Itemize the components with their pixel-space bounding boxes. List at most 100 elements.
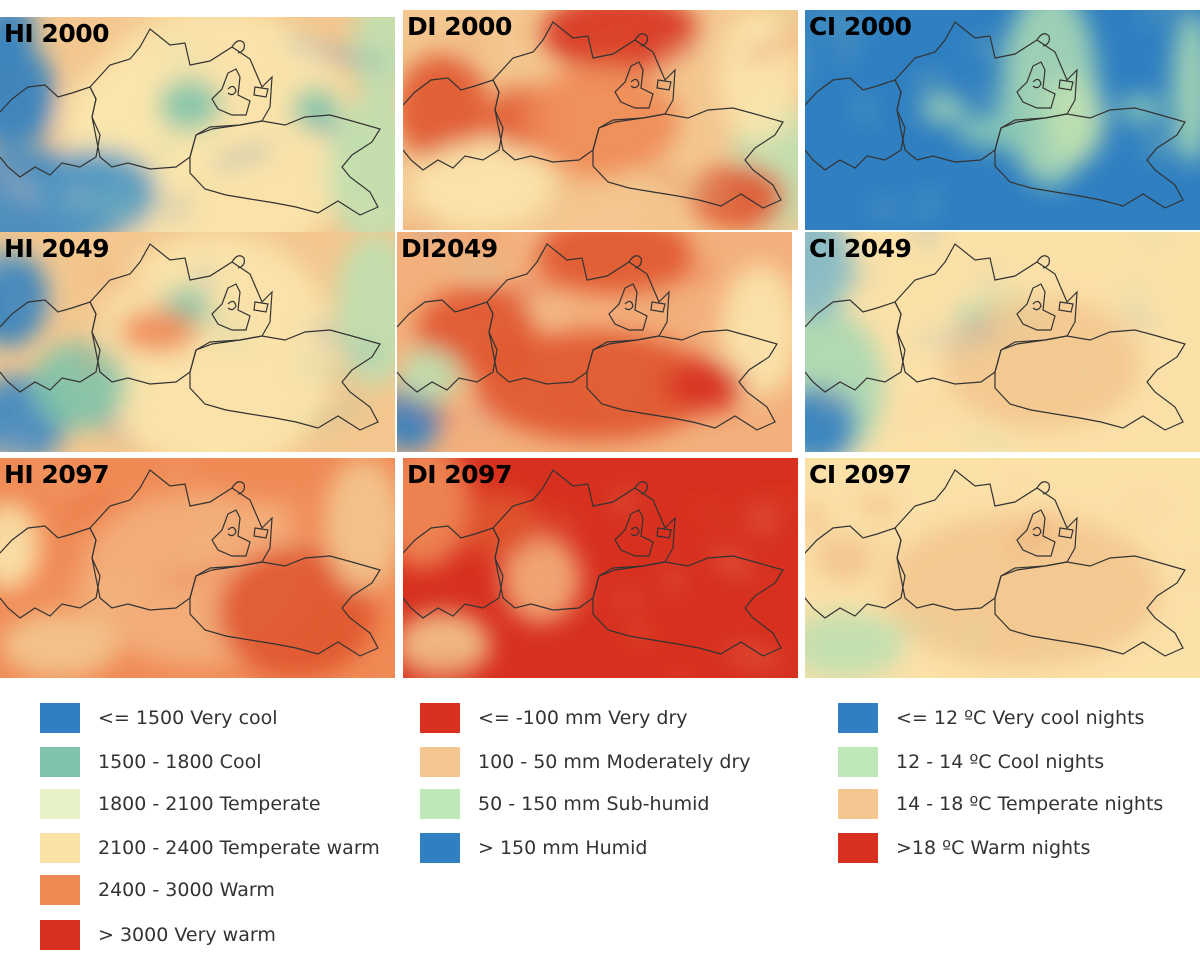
- region-boundary: [805, 299, 906, 393]
- map-texture-streak: [327, 46, 388, 70]
- map-texture-streak: [50, 585, 105, 609]
- map-texture-streak: [601, 24, 643, 44]
- legend-item: 2400 - 3000 Warm: [40, 875, 275, 905]
- map-texture-streak: [895, 398, 951, 420]
- map-texture-streak: [916, 77, 946, 87]
- panel-title-ci-2097: CI 2097: [809, 460, 912, 489]
- map-texture-streak: [1013, 473, 1023, 490]
- region-boundary: [994, 329, 1186, 431]
- map-texture-streak: [0, 169, 42, 205]
- map-texture-streak: [832, 553, 870, 589]
- region-boundary: [492, 469, 676, 611]
- map-shading: [805, 232, 1165, 452]
- map-texture-streak: [898, 620, 946, 637]
- map-shade-region: [335, 232, 395, 386]
- legend-label: 2100 - 2400 Temperate warm: [98, 837, 380, 859]
- region-boundary: [894, 21, 1078, 163]
- map-shade-region: [535, 232, 694, 294]
- map-raster-ci-2049: [805, 232, 1200, 452]
- map-shade-region: [720, 265, 792, 397]
- map-texture-streak: [466, 27, 476, 51]
- map-shade-region: [39, 149, 158, 237]
- region-boundary: [628, 255, 642, 269]
- map-shade-region: [919, 95, 967, 123]
- map-texture-streak: [185, 554, 222, 587]
- region-boundary: [0, 525, 101, 619]
- legend-item: > 3000 Very warm: [40, 920, 276, 950]
- map-texture-streak: [97, 411, 131, 444]
- map-raster-di-2000: [403, 10, 798, 230]
- map-shade-region: [884, 513, 1161, 667]
- region-boundary: [805, 525, 906, 619]
- map-shade-region: [0, 612, 119, 678]
- legend-swatch: [420, 747, 460, 777]
- map-shade-region: [292, 87, 340, 132]
- region-boundary: [403, 525, 504, 619]
- map-texture-streak: [519, 291, 562, 323]
- map-shade-region: [158, 78, 222, 132]
- region-boundary: [608, 283, 648, 331]
- map-texture-streak: [471, 260, 502, 284]
- legend-label: 2400 - 3000 Warm: [98, 879, 275, 901]
- map-texture-streak: [766, 117, 798, 134]
- region-boundary: [592, 555, 784, 657]
- legend-label: 100 - 50 mm Moderately dry: [478, 751, 751, 773]
- legend-item: <= -100 mm Very dry: [420, 703, 688, 733]
- map-shade-region: [397, 348, 461, 402]
- map-texture-streak: [520, 232, 539, 241]
- region-boundary: [189, 329, 381, 431]
- map-texture-streak: [77, 353, 113, 369]
- region-boundary: [1036, 33, 1050, 47]
- region-boundary: [403, 77, 504, 171]
- map-panel-ci-2049: CI 2049: [805, 232, 1200, 452]
- map-texture-streak: [519, 277, 568, 302]
- map-texture-streak: [214, 143, 273, 169]
- region-boundary: [189, 114, 381, 216]
- region-boundary: [894, 469, 1078, 611]
- map-panel-di-2000: DI 2000: [403, 10, 798, 230]
- map-texture-streak: [0, 514, 16, 542]
- map-texture-streak: [472, 413, 486, 426]
- map-texture-streak: [855, 93, 874, 124]
- region-boundary: [994, 555, 1186, 657]
- region-boundary: [1036, 255, 1050, 269]
- map-texture-streak: [837, 40, 853, 61]
- map-texture-streak: [1144, 232, 1165, 239]
- legend-item: >18 ºC Warm nights: [838, 833, 1090, 863]
- map-texture-streak: [805, 504, 828, 537]
- map-texture-streak: [746, 499, 798, 512]
- map-texture-streak: [1048, 621, 1064, 650]
- map-texture-streak: [1014, 515, 1057, 549]
- region-boundary: [1032, 78, 1042, 89]
- legend-label: <= 1500 Very cool: [98, 707, 278, 729]
- map-texture-streak: [863, 617, 918, 640]
- region-boundary: [227, 300, 237, 311]
- map-texture-streak: [159, 136, 175, 155]
- map-texture-streak: [1081, 366, 1092, 377]
- map-texture-streak: [1152, 138, 1175, 164]
- map-shading: [403, 458, 798, 678]
- map-panel-hi-2000: HI 2000: [0, 17, 395, 237]
- map-raster-ci-2097: [805, 458, 1200, 678]
- map-shade-region: [521, 65, 680, 175]
- map-texture-streak: [665, 570, 680, 591]
- legend-item: 1800 - 2100 Temperate: [40, 789, 321, 819]
- map-texture-streak: [354, 344, 381, 360]
- region-boundary: [89, 469, 273, 611]
- map-texture-streak: [87, 196, 136, 220]
- legend-label: 1500 - 1800 Cool: [98, 751, 262, 773]
- region-boundary: [805, 77, 906, 171]
- region-boundary: [1058, 301, 1074, 313]
- legend-label: > 150 mm Humid: [478, 837, 648, 859]
- map-texture-streak: [1139, 132, 1184, 149]
- legend-label: >18 ºC Warm nights: [896, 837, 1091, 859]
- map-texture-streak: [648, 164, 691, 194]
- map-texture-streak: [982, 272, 995, 284]
- legend-swatch: [838, 703, 878, 733]
- map-texture-streak: [1144, 10, 1167, 24]
- region-boundary: [1016, 509, 1056, 557]
- map-texture-streak: [965, 427, 1019, 452]
- map-texture-streak: [182, 544, 215, 576]
- legend-swatch: [40, 789, 80, 819]
- region-boundary: [486, 243, 670, 385]
